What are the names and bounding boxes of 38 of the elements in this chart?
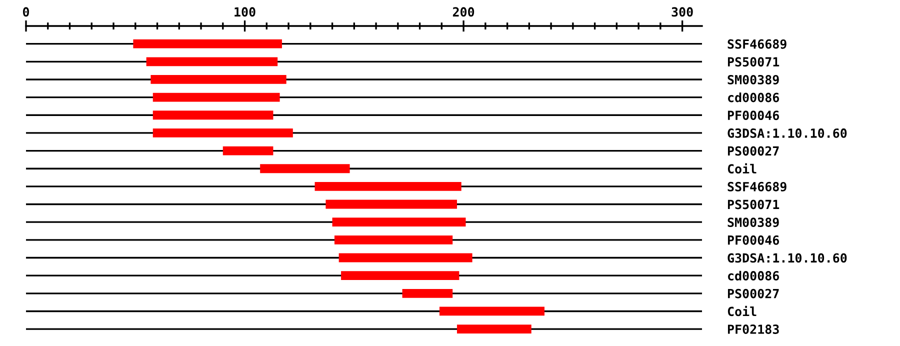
y-tick-label: PS50071 [728,57,780,67]
x-tick-label: 200 [452,7,474,17]
y-tick-label: cd00086 [728,92,779,102]
y-tick-label: cd00086 [728,270,779,281]
x-tick-label: 100 [234,7,256,17]
y-tick-label: PS00027 [728,146,779,156]
bar [133,39,282,48]
y-tick-label: PS00027 [728,288,779,298]
y-tick-label: SM00389 [728,218,779,228]
y-tick-label: Coil [728,163,756,174]
bar [439,306,544,316]
y-tick-label: PF00046 [728,235,779,245]
y-tick-label: G3DSA:1.10.10.60 [728,128,847,138]
y-tick-label: PS50071 [728,200,780,210]
y-tick-label: SSF46689 [728,182,786,192]
x-tick-label: 0 [22,7,30,17]
bar [314,182,462,191]
bar [456,324,532,334]
y-tick-label: PF00046 [728,110,779,120]
bar [222,146,274,156]
bar [334,235,453,244]
x-tick-label: 300 [672,7,693,17]
y-tick-label: Coil [728,306,756,316]
bar [152,128,293,138]
bar [402,288,453,298]
bar [146,57,278,66]
bar [338,253,472,262]
bar [150,75,286,84]
y-tick-label: G3DSA:1.10.10.60 [728,253,847,263]
bar [341,271,460,280]
bar [326,200,457,209]
bar [260,164,350,174]
bar [332,218,466,227]
bar [152,110,274,120]
bar [152,92,280,102]
y-tick-label: SM00389 [728,74,779,84]
y-tick-label: SSF46689 [728,39,786,49]
y-tick-label: PF02183 [728,324,779,334]
